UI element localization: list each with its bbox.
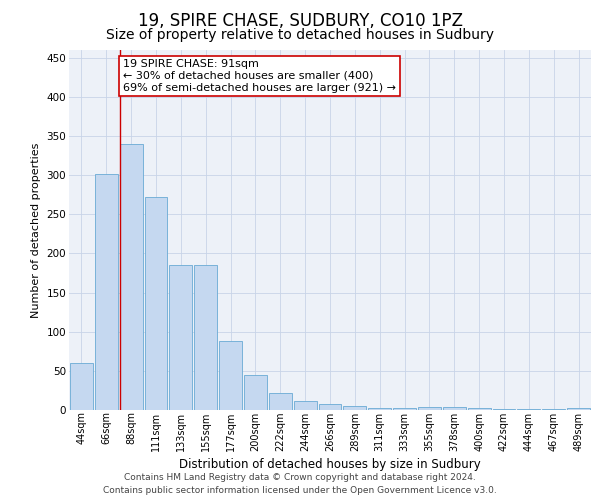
Bar bbox=[219, 341, 242, 410]
Bar bbox=[70, 363, 93, 410]
Bar bbox=[393, 408, 416, 410]
Bar bbox=[244, 375, 267, 410]
Bar bbox=[468, 408, 491, 410]
Text: Size of property relative to detached houses in Sudbury: Size of property relative to detached ho… bbox=[106, 28, 494, 42]
Text: Contains HM Land Registry data © Crown copyright and database right 2024.
Contai: Contains HM Land Registry data © Crown c… bbox=[103, 474, 497, 495]
Text: 19, SPIRE CHASE, SUDBURY, CO10 1PZ: 19, SPIRE CHASE, SUDBURY, CO10 1PZ bbox=[137, 12, 463, 30]
Bar bbox=[319, 404, 341, 410]
Bar bbox=[443, 407, 466, 410]
Bar bbox=[120, 144, 143, 410]
Bar bbox=[418, 407, 441, 410]
Y-axis label: Number of detached properties: Number of detached properties bbox=[31, 142, 41, 318]
Bar bbox=[493, 409, 515, 410]
Bar bbox=[269, 393, 292, 410]
Bar bbox=[194, 265, 217, 410]
Bar bbox=[95, 174, 118, 410]
Bar bbox=[517, 409, 540, 410]
Bar bbox=[343, 406, 366, 410]
Bar bbox=[567, 408, 590, 410]
Bar bbox=[169, 265, 192, 410]
Text: 19 SPIRE CHASE: 91sqm
← 30% of detached houses are smaller (400)
69% of semi-det: 19 SPIRE CHASE: 91sqm ← 30% of detached … bbox=[122, 60, 395, 92]
Bar bbox=[368, 408, 391, 410]
Bar bbox=[542, 409, 565, 410]
Bar bbox=[145, 197, 167, 410]
Bar bbox=[294, 400, 317, 410]
X-axis label: Distribution of detached houses by size in Sudbury: Distribution of detached houses by size … bbox=[179, 458, 481, 471]
